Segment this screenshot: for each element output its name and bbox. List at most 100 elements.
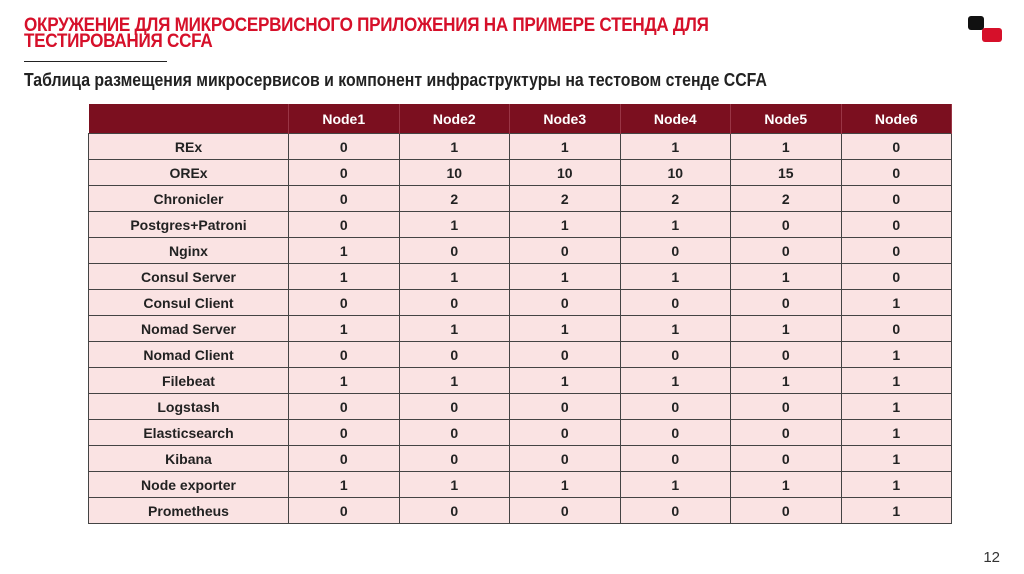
row-label: Filebeat — [88, 367, 289, 394]
table-cell: 0 — [509, 341, 621, 368]
table-cell: 0 — [288, 341, 400, 368]
table-row: Consul Server 1 1 1 1 1 0 — [88, 263, 952, 290]
table-cell: 10 — [398, 159, 510, 186]
table-cell: 1 — [398, 367, 510, 394]
table-row: Filebeat 1 1 1 1 1 1 — [88, 367, 952, 394]
table-cell: 0 — [509, 289, 621, 316]
table-cell: 1 — [840, 445, 952, 472]
table-cell: 1 — [288, 315, 400, 342]
table-cell: 0 — [288, 289, 400, 316]
table-cell: 1 — [619, 367, 731, 394]
table-cell: 1 — [619, 211, 731, 238]
table-cell: 1 — [288, 263, 400, 290]
table-cell: 0 — [840, 315, 952, 342]
table-cell: 0 — [730, 497, 842, 524]
table-row: Kibana 0 0 0 0 0 1 — [88, 445, 952, 472]
row-label: Nomad Server — [88, 315, 289, 342]
row-label: Elasticsearch — [88, 419, 289, 446]
table-cell: 0 — [509, 393, 621, 420]
column-header: Node3 — [509, 104, 621, 134]
table-row: Postgres+Patroni 0 1 1 1 0 0 — [88, 211, 952, 238]
row-label: REx — [88, 133, 289, 160]
column-header: Node1 — [288, 104, 400, 134]
table-cell: 1 — [730, 315, 842, 342]
table-cell: 15 — [730, 159, 842, 186]
table-cell: 1 — [619, 133, 731, 160]
table-cell: 0 — [619, 393, 731, 420]
table-cell: 0 — [730, 393, 842, 420]
table-cell: 0 — [288, 419, 400, 446]
table-cell: 10 — [619, 159, 731, 186]
table-cell: 1 — [288, 237, 400, 264]
table-cell: 1 — [398, 211, 510, 238]
table-cell: 2 — [730, 185, 842, 212]
table-cell: 1 — [509, 133, 621, 160]
table-row: Prometheus 0 0 0 0 0 1 — [88, 497, 952, 524]
table-cell: 0 — [730, 341, 842, 368]
table-cell: 0 — [509, 445, 621, 472]
row-label: Chronicler — [88, 185, 289, 212]
placement-table: Node1 Node2 Node3 Node4 Node5 Node6 REx 0 1 1 1 1 0… — [88, 104, 952, 524]
table-cell: 0 — [509, 419, 621, 446]
table-cell: 1 — [509, 315, 621, 342]
table-cell: 1 — [509, 367, 621, 394]
table-cell: 1 — [840, 393, 952, 420]
table-cell: 0 — [288, 393, 400, 420]
table-cell: 1 — [840, 367, 952, 394]
row-label: Node exporter — [88, 471, 289, 498]
table-cell: 0 — [730, 445, 842, 472]
table-row: Nomad Client 0 0 0 0 0 1 — [88, 341, 952, 368]
table-cell: 0 — [840, 159, 952, 186]
table-cell: 1 — [398, 263, 510, 290]
table-row: Consul Client 0 0 0 0 0 1 — [88, 289, 952, 316]
table-row: OREx 0 10 10 10 15 0 — [88, 159, 952, 186]
column-header: Node5 — [730, 104, 842, 134]
table-cell: 1 — [730, 133, 842, 160]
row-label: Logstash — [88, 393, 289, 420]
row-label: Consul Client — [88, 289, 289, 316]
table-row: REx 0 1 1 1 1 0 — [88, 133, 952, 160]
table-cell: 0 — [398, 497, 510, 524]
table-cell: 0 — [288, 159, 400, 186]
table-cell: 0 — [619, 497, 731, 524]
table-cell: 0 — [398, 445, 510, 472]
table-cell: 0 — [730, 419, 842, 446]
table-cell: 1 — [840, 419, 952, 446]
page-number: 12 — [983, 549, 1000, 566]
table-cell: 1 — [840, 471, 952, 498]
column-header: Node4 — [620, 104, 731, 134]
table-cell: 1 — [398, 315, 510, 342]
table-cell: 0 — [288, 211, 400, 238]
table-cell: 0 — [398, 289, 510, 316]
table-cell: 0 — [840, 133, 952, 160]
table-cell: 0 — [619, 237, 731, 264]
table-cell: 0 — [730, 237, 842, 264]
table-cell: 1 — [509, 211, 621, 238]
table-cell: 1 — [619, 471, 731, 498]
table-cell: 0 — [619, 341, 731, 368]
table-cell: 1 — [288, 367, 400, 394]
table-cell: 0 — [509, 497, 621, 524]
table-cell: 0 — [840, 263, 952, 290]
logo-icon — [968, 16, 1002, 42]
table-cell: 0 — [398, 237, 510, 264]
table-cell: 0 — [730, 211, 842, 238]
row-label: OREx — [88, 159, 289, 186]
table-row: Nomad Server 1 1 1 1 1 0 — [88, 315, 952, 342]
table-cell: 1 — [730, 471, 842, 498]
row-label: Nginx — [88, 237, 289, 264]
table-cell: 2 — [619, 185, 731, 212]
table-row: Node exporter 1 1 1 1 1 1 — [88, 471, 952, 498]
table-header-row: Node1 Node2 Node3 Node4 Node5 Node6 — [88, 104, 952, 134]
table-cell: 0 — [398, 419, 510, 446]
slide-title: ОКРУЖЕНИЕ ДЛЯ МИКРОСЕРВИСНОГО ПРИЛОЖЕНИЯ… — [24, 15, 709, 52]
table-cell: 0 — [840, 185, 952, 212]
table-cell: 0 — [288, 185, 400, 212]
table-cell: 1 — [840, 341, 952, 368]
table-cell: 0 — [398, 393, 510, 420]
table-cell: 1 — [398, 133, 510, 160]
table-row: Nginx 1 0 0 0 0 0 — [88, 237, 952, 264]
table-cell: 0 — [619, 419, 731, 446]
column-header — [88, 104, 289, 134]
table-cell: 0 — [288, 445, 400, 472]
